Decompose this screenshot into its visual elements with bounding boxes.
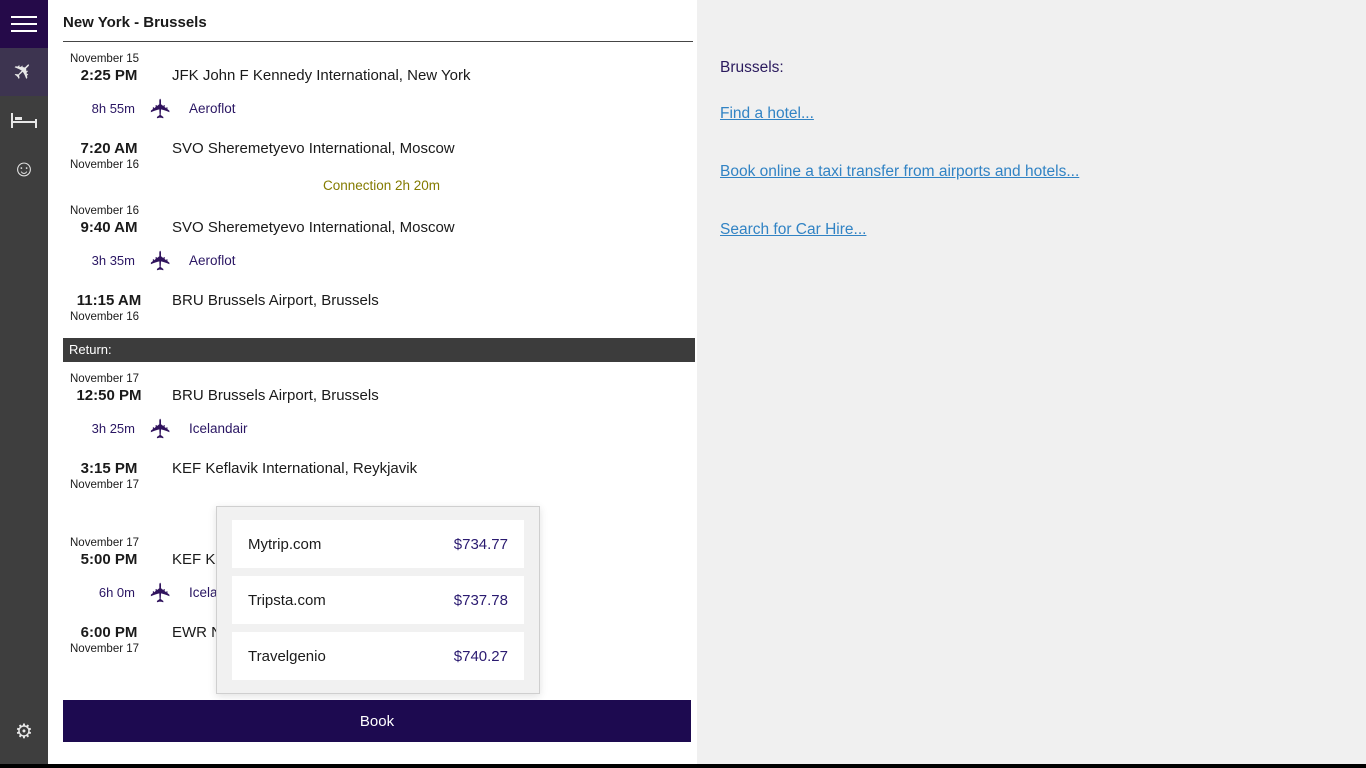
arrive-time: 7:20 AM xyxy=(80,140,138,157)
depart-time: 12:50 PM xyxy=(76,387,142,404)
depart-date: November 16 xyxy=(70,205,140,217)
depart-airport: BRU Brussels Airport, Brussels xyxy=(172,387,379,404)
airline-name: Aeroflot xyxy=(189,252,236,268)
arrive-date: November 17 xyxy=(70,643,140,655)
itinerary-list: November 15 2:25 PM JFK John F Kennedy I… xyxy=(48,42,697,656)
find-hotel-link[interactable]: Find a hotel... xyxy=(720,105,814,122)
bed-icon xyxy=(11,112,37,128)
arrive-date: November 16 xyxy=(70,311,140,323)
page-title: New York - Brussels xyxy=(63,14,207,31)
airline-name: Icelandair xyxy=(189,420,248,436)
sidebar-item-flights[interactable]: ✈ xyxy=(0,48,48,96)
depart-time: 9:40 AM xyxy=(80,219,138,236)
sidebar-item-hotels[interactable] xyxy=(0,96,48,144)
depart-airport: JFK John F Kennedy International, New Yo… xyxy=(172,67,471,84)
taxi-transfer-link[interactable]: Book online a taxi transfer from airport… xyxy=(720,163,1080,180)
offer-vendor: Tripsta.com xyxy=(248,591,326,609)
flight-leg: 3h 25m ✈ Icelandair xyxy=(70,405,693,451)
depart-airport: KEF Ke xyxy=(172,551,224,568)
airplane-icon: ✈ xyxy=(145,248,176,272)
arrive-time: 6:00 PM xyxy=(80,624,138,641)
flight-endpoint: 7:20 AM SVO Sheremetyevo International, … xyxy=(70,139,693,172)
depart-airport: SVO Sheremetyevo International, Moscow xyxy=(172,219,455,236)
sidebar-item-settings[interactable]: ⚙ xyxy=(0,708,48,756)
flight-endpoint: November 17 12:50 PM BRU Brussels Airpor… xyxy=(70,372,693,405)
flight-endpoint: 3:15 PM KEF Keflavik International, Reyk… xyxy=(70,459,693,492)
depart-date: November 17 xyxy=(70,373,140,385)
flight-endpoint: 11:15 AM BRU Brussels Airport, Brussels … xyxy=(70,291,693,324)
flight-endpoint: November 17 5:00 PM KEF Ke xyxy=(70,536,693,569)
arrive-airport: BRU Brussels Airport, Brussels xyxy=(172,292,379,309)
destination-heading: Brussels: xyxy=(720,59,784,76)
offer-vendor: Mytrip.com xyxy=(248,535,322,553)
destination-panel: Brussels: Find a hotel... Book online a … xyxy=(697,0,1366,764)
flight-leg: 8h 55m ✈ Aeroflot xyxy=(70,85,693,131)
gear-icon: ⚙ xyxy=(15,721,33,743)
flight-endpoint: November 15 2:25 PM JFK John F Kennedy I… xyxy=(70,52,693,85)
hamburger-icon xyxy=(11,16,37,18)
arrive-airport: KEF Keflavik International, Reykjavik xyxy=(172,460,418,477)
book-button[interactable]: Book xyxy=(63,700,691,742)
sidebar-item-feedback[interactable]: ☺ xyxy=(0,144,48,192)
menu-button[interactable] xyxy=(0,0,48,48)
depart-time: 2:25 PM xyxy=(80,67,138,84)
leg-duration: 8h 55m xyxy=(91,100,135,116)
bottom-edge-bar xyxy=(0,764,1366,768)
offer-price: $740.27 xyxy=(453,647,508,665)
car-hire-link[interactable]: Search for Car Hire... xyxy=(720,221,867,238)
flight-endpoint: November 16 9:40 AM SVO Sheremetyevo Int… xyxy=(70,204,693,237)
price-popup: Mytrip.com $734.77 Tripsta.com $737.78 T… xyxy=(216,506,540,694)
title-divider xyxy=(63,41,693,42)
arrive-date: November 17 xyxy=(70,479,140,491)
offer-row-tripsta[interactable]: Tripsta.com $737.78 xyxy=(232,576,524,624)
leg-duration: 6h 0m xyxy=(98,584,135,600)
depart-time: 5:00 PM xyxy=(80,551,138,568)
flight-leg: 6h 0m ✈ Icela xyxy=(70,569,693,615)
smiley-icon: ☺ xyxy=(12,154,36,181)
airline-name: Icela xyxy=(189,584,218,600)
leg-duration: 3h 25m xyxy=(91,420,135,436)
arrive-airport: EWR N xyxy=(172,624,222,641)
offer-price: $737.78 xyxy=(453,591,508,609)
arrive-time: 11:15 AM xyxy=(76,292,142,309)
arrive-airport: SVO Sheremetyevo International, Moscow xyxy=(172,140,455,157)
offer-vendor: Travelgenio xyxy=(248,647,326,665)
sidebar: ✈ ☺ ⚙ xyxy=(0,0,48,764)
offer-row-mytrip[interactable]: Mytrip.com $734.77 xyxy=(232,520,524,568)
airline-name: Aeroflot xyxy=(189,100,236,116)
offer-price: $734.77 xyxy=(453,535,508,553)
depart-date: November 15 xyxy=(70,53,140,65)
arrive-time: 3:15 PM xyxy=(80,460,138,477)
airplane-icon: ✈ xyxy=(6,54,41,89)
offer-row-travelgenio[interactable]: Travelgenio $740.27 xyxy=(232,632,524,680)
airplane-icon: ✈ xyxy=(145,96,176,120)
leg-duration: 3h 35m xyxy=(91,252,135,268)
flight-endpoint: 6:00 PM EWR N November 17 xyxy=(70,623,693,656)
arrive-date: November 16 xyxy=(70,159,140,171)
return-section-header: Return: xyxy=(63,338,695,362)
connection-info: Connection 2h 20m xyxy=(322,178,441,193)
airplane-icon: ✈ xyxy=(145,580,176,604)
airplane-icon: ✈ xyxy=(145,416,176,440)
depart-date: November 17 xyxy=(70,537,140,549)
flight-leg: 3h 35m ✈ Aeroflot xyxy=(70,237,693,283)
